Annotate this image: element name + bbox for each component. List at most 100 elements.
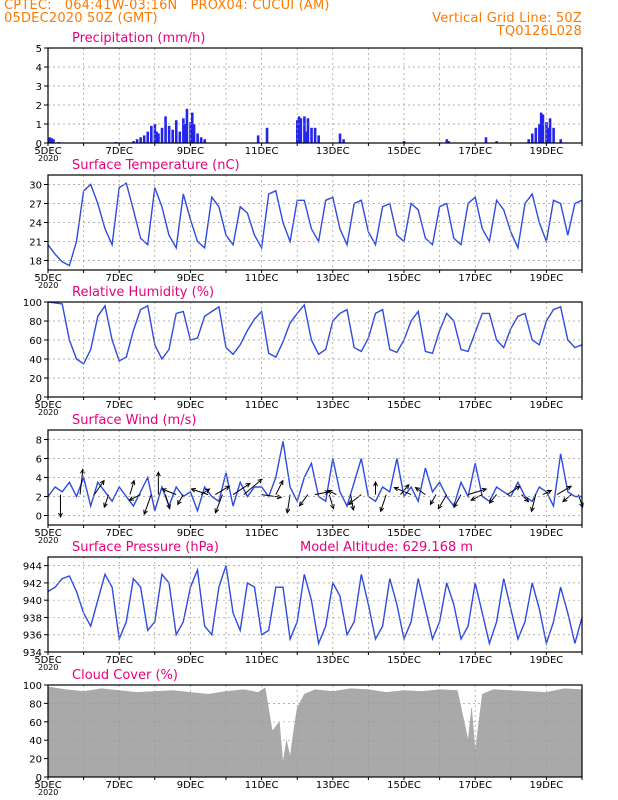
wind-arrow-shaft (129, 494, 141, 501)
wind-arrow (275, 479, 284, 495)
precip-bar (203, 139, 207, 143)
precip-bar (146, 131, 150, 143)
wind-arrow-head (470, 496, 476, 501)
humidity-xtick-label: 11DEC (245, 400, 279, 411)
wind-arrow-shaft (506, 485, 521, 496)
wind-arrow (562, 494, 572, 503)
precip-bar (495, 141, 498, 143)
wind-arrow (488, 494, 497, 504)
temperature-line (47, 182, 583, 267)
precip-bar (484, 137, 488, 143)
wind-arrow-head (393, 486, 399, 492)
precip-bar (155, 131, 158, 143)
humidity-line (47, 301, 583, 365)
precip-bar (174, 120, 178, 143)
precip-bar (52, 139, 55, 143)
precipitation-ytick-label: 5 (36, 44, 42, 55)
pressure-xtick-label: 19DEC (530, 655, 564, 666)
precip-bar (306, 118, 310, 143)
cloud-cover-area (47, 686, 583, 778)
wind-arrow-shaft (531, 494, 537, 512)
precip-bar (265, 127, 269, 143)
wind-arrow (243, 478, 263, 495)
precip-bar (196, 133, 199, 143)
precip-bar (527, 139, 530, 143)
humidity-xtick-label: 19DEC (530, 400, 564, 411)
wind-ytick-label: 0 (36, 512, 42, 523)
wind-arrow-shaft (261, 494, 282, 498)
wind-arrow-shaft (327, 489, 337, 496)
wind-arrow-shaft (143, 494, 152, 515)
cloud-cover-title: Cloud Cover (%) (72, 668, 178, 683)
pressure-ytick-label: 944 (23, 562, 42, 573)
precipitation-xtick-label: 15DEC (387, 146, 421, 157)
wind-arrow (521, 494, 530, 503)
wind-arrow-shaft (380, 494, 387, 512)
wind-arrow-shaft (103, 494, 109, 508)
temperature-ytick-label: 27 (29, 200, 42, 211)
wind-ytick-label: 8 (36, 436, 42, 447)
precip-bar (297, 116, 301, 143)
wind-arrow-head (414, 486, 421, 492)
humidity-corner-label: 2020 (38, 408, 58, 417)
precipitation-corner-label: 2020 (38, 154, 58, 163)
wind-arrow-head (190, 487, 196, 493)
humidity-ytick-label: 60 (29, 336, 42, 347)
temperature-xtick-label: 11DEC (245, 273, 279, 284)
pressure-ytick-label: 942 (23, 579, 42, 590)
wind-arrow-shaft (161, 488, 177, 496)
precip-bar (304, 131, 308, 143)
wind-xtick-label: 9DEC (177, 528, 204, 539)
precip-bar (150, 125, 153, 143)
wind-arrow-head (276, 494, 283, 500)
precipitation-title: Precipitation (mm/h) (72, 31, 205, 46)
precipitation-xtick-label: 11DEC (245, 146, 279, 157)
wind-xtick-label: 15DEC (387, 528, 421, 539)
wind-arrow (200, 488, 211, 496)
precip-bar (135, 139, 139, 143)
pressure-ytick-label: 934 (23, 648, 42, 659)
wind-arrow-head (130, 479, 136, 486)
wind-arrow-head (155, 471, 161, 477)
wind-arrow (530, 494, 537, 513)
temperature-ytick-label: 21 (29, 238, 42, 249)
precip-bar (132, 141, 135, 143)
precip-bar (299, 118, 303, 143)
precipitation-ytick-label: 2 (36, 101, 42, 112)
humidity-xtick-label: 5DEC (34, 400, 61, 411)
wind-arrow-head (330, 504, 335, 510)
wind-corner-label: 2020 (38, 536, 58, 545)
cloud-cover-ytick-label: 0 (36, 773, 42, 784)
cloud-cover-ytick-label: 100 (23, 681, 42, 692)
model-code: TQ0126L028 (496, 24, 582, 39)
precip-bar (160, 127, 164, 143)
wind-arrow-head (530, 506, 535, 513)
precip-bar (178, 131, 182, 143)
wind-arrow-head (285, 508, 291, 514)
cloud-cover-corner-label: 2020 (38, 788, 58, 797)
wind-arrow-shaft (232, 482, 251, 496)
cloud-cover-xtick-label: 17DEC (458, 780, 492, 791)
precip-bar (559, 139, 563, 143)
wind-arrow (165, 494, 171, 510)
wind-arrow-head (214, 508, 220, 514)
temperature-ytick-label: 30 (29, 181, 42, 192)
cloud-cover-xtick-label: 7DEC (106, 780, 133, 791)
wind-arrow-head (326, 489, 333, 495)
temperature-xtick-label: 9DEC (177, 273, 204, 284)
precip-bar (402, 141, 406, 143)
wind-arrow (400, 483, 410, 495)
wind-arrow-shaft (286, 494, 291, 513)
precip-bar (48, 137, 52, 143)
precip-bar (539, 112, 543, 143)
humidity-xtick-label: 9DEC (177, 400, 204, 411)
temperature-xtick-label: 17DEC (458, 273, 492, 284)
precipitation-xtick-label: 9DEC (177, 146, 204, 157)
temperature-panel: Surface Temperature (nC) 2020 18 21 24 27 30 5D… (29, 158, 583, 290)
temperature-xtick-label: 7DEC (106, 273, 133, 284)
wind-ytick-label: 2 (36, 493, 42, 504)
wind-arrow-head (177, 499, 182, 506)
wind-arrow-shaft (177, 494, 184, 505)
cloud-cover-ytick-label: 40 (29, 736, 42, 747)
